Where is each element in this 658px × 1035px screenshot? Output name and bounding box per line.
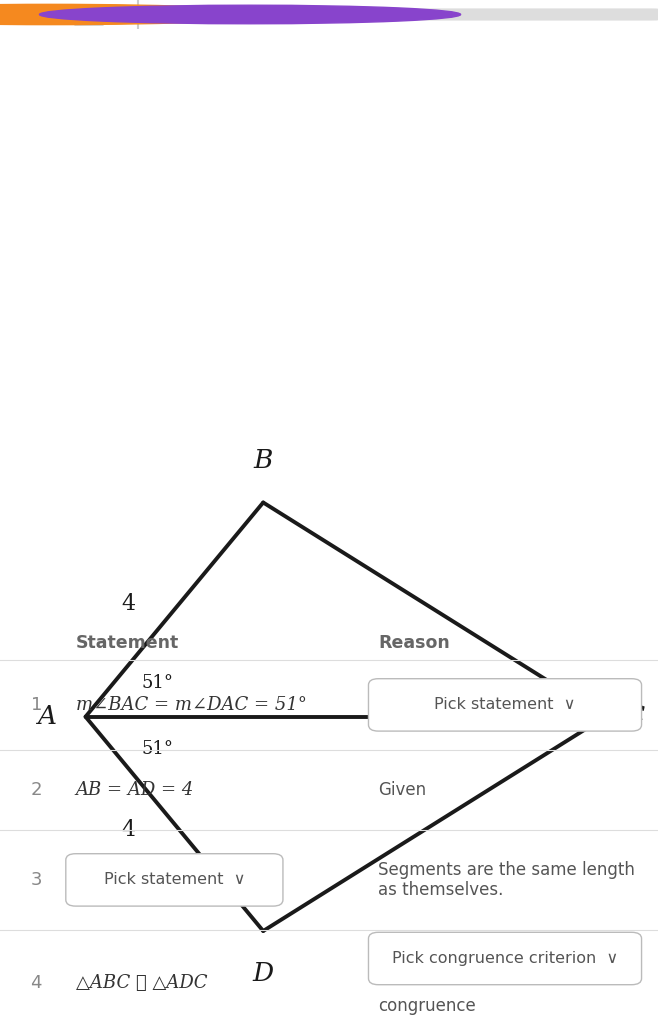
Text: B: B — [253, 448, 273, 473]
Text: ▶: ▶ — [174, 9, 182, 20]
Text: 4: 4 — [121, 819, 136, 840]
Text: Segments are the same length: Segments are the same length — [378, 861, 635, 879]
Text: Pick statement  ∨: Pick statement ∨ — [434, 698, 576, 712]
Text: A: A — [37, 704, 56, 730]
Text: D: D — [253, 960, 274, 985]
FancyBboxPatch shape — [368, 679, 642, 731]
Circle shape — [39, 5, 461, 24]
FancyBboxPatch shape — [66, 854, 283, 906]
Text: m∠BAC = m∠DAC = 51°: m∠BAC = m∠DAC = 51° — [76, 696, 307, 714]
FancyBboxPatch shape — [263, 8, 658, 21]
Text: 51°: 51° — [141, 740, 174, 759]
Text: Pick statement  ∨: Pick statement ∨ — [103, 873, 245, 887]
Text: Pick congruence criterion  ∨: Pick congruence criterion ∨ — [392, 951, 618, 966]
Text: AB = AD = 4: AB = AD = 4 — [76, 780, 194, 799]
Text: 1: 1 — [30, 696, 42, 714]
Text: congruence: congruence — [378, 998, 476, 1015]
Text: C: C — [625, 704, 645, 730]
Text: as themselves.: as themselves. — [378, 881, 504, 899]
Text: Statement: Statement — [76, 634, 179, 652]
Text: Reason: Reason — [378, 634, 450, 652]
Text: 4: 4 — [30, 974, 42, 992]
Text: Given: Given — [378, 780, 426, 799]
Text: 3: 3 — [30, 870, 42, 889]
Text: 2: 2 — [30, 780, 42, 799]
FancyBboxPatch shape — [368, 933, 642, 984]
Text: △ABC ≅ △ADC: △ABC ≅ △ADC — [76, 974, 207, 992]
Circle shape — [0, 4, 280, 25]
Text: 51°: 51° — [141, 674, 174, 691]
FancyBboxPatch shape — [74, 5, 103, 24]
Text: 4: 4 — [121, 593, 136, 615]
